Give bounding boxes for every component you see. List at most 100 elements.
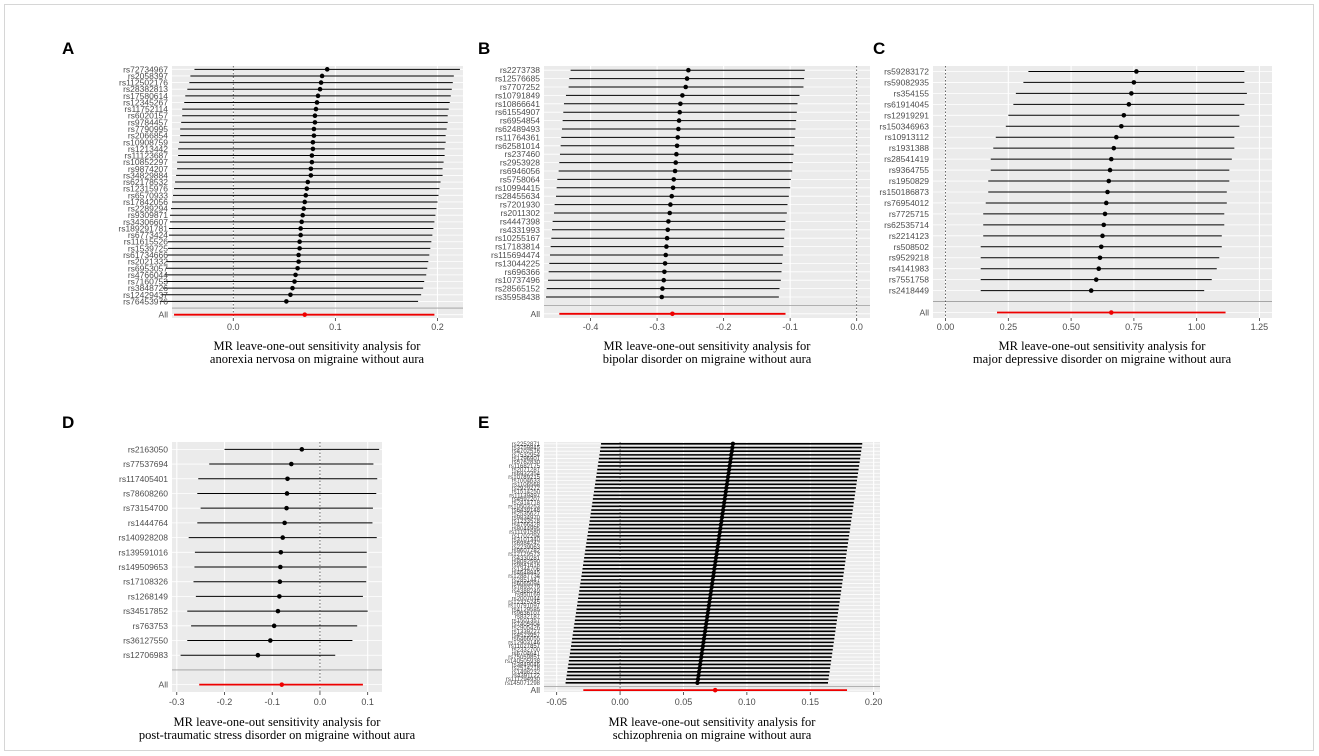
snp-label: rs11615526 — [124, 237, 169, 247]
estimate-point — [706, 603, 712, 608]
snp-label: rs7790995 — [128, 124, 168, 134]
estimate-point — [704, 618, 709, 623]
estimate-point — [1108, 156, 1114, 162]
snp-label: rs4141983 — [889, 264, 929, 274]
x-tick-label: -0.2 — [217, 697, 233, 707]
snp-label: rs7160753 — [128, 277, 168, 287]
estimate-point — [721, 504, 726, 509]
snp-label: rs10994415 — [495, 183, 540, 193]
snp-label: rs4766428 — [512, 523, 541, 529]
snp-label: rs508502 — [894, 242, 930, 252]
estimate-point — [288, 292, 293, 298]
estimate-point — [303, 193, 309, 198]
snp-label: rs62489493 — [495, 124, 540, 134]
estimate-point — [696, 673, 701, 678]
estimate-point — [728, 456, 733, 461]
snp-label: rs62178532 — [123, 177, 168, 187]
snp-label: rs1702294 — [512, 534, 541, 540]
snp-label: rs1501357 — [512, 618, 541, 624]
estimate-point — [1134, 69, 1139, 74]
x-tick-label: 0.20 — [865, 697, 883, 707]
estimate-point — [317, 86, 323, 92]
snp-label: rs9364755 — [889, 165, 929, 175]
estimate-point — [1114, 134, 1119, 140]
snp-label: rs3101340 — [512, 537, 541, 543]
x-tick-label: 0.75 — [1125, 322, 1143, 332]
estimate-point — [730, 441, 736, 447]
x-tick-label: 0.00 — [937, 322, 955, 332]
estimate-point — [278, 564, 283, 570]
estimate-point — [299, 447, 305, 452]
estimate-point — [311, 126, 317, 132]
snp-label: rs4388249 — [512, 589, 541, 595]
panel-E: Ers2252871rs3759845rs4702516rs7532954rs1… — [478, 413, 882, 742]
estimate-point — [669, 193, 675, 199]
snp-label: rs2007044 — [512, 596, 541, 602]
estimate-point — [670, 185, 676, 191]
snp-label: rs12903146 — [508, 640, 540, 646]
snp-label: rs62581014 — [495, 141, 540, 151]
snp-label: rs4592207 — [512, 497, 541, 503]
estimate-point — [705, 610, 710, 616]
snp-label: rs2066854 — [128, 131, 168, 141]
panel-A: Ars72734967rs2058397rs112502176rs2838281… — [62, 39, 463, 366]
snp-label: rs5758064 — [500, 174, 540, 184]
estimate-point — [673, 160, 679, 165]
estimate-point — [661, 277, 667, 283]
panel-caption: schizophrenia on migraine without aura — [613, 728, 812, 742]
snp-label: rs2273738 — [500, 65, 540, 75]
estimate-point — [671, 177, 677, 182]
snp-label: rs150346963 — [879, 121, 929, 131]
snp-label: rs2929272 — [512, 486, 541, 492]
estimate-point — [678, 101, 683, 107]
estimate-point — [668, 202, 673, 207]
x-tick-label: -0.1 — [264, 697, 280, 707]
x-tick-label: 0.50 — [1062, 322, 1080, 332]
estimate-point — [714, 548, 720, 553]
snp-label: rs12887734 — [508, 574, 540, 580]
snp-label: rs6704641 — [512, 651, 541, 657]
snp-label: rs12345267 — [123, 97, 168, 107]
estimate-point — [275, 608, 281, 614]
snp-label: rs7707252 — [500, 82, 540, 92]
estimate-point — [289, 461, 294, 467]
snp-label: rs9874207 — [128, 164, 168, 174]
snp-label: rs75059851 — [508, 655, 540, 661]
snp-label: rs10791097 — [508, 604, 540, 610]
snp-label: rs3849046 — [512, 662, 541, 668]
estimate-point — [318, 80, 324, 85]
estimate-point — [718, 526, 723, 531]
snp-label: rs59082935 — [884, 77, 929, 87]
snp-label: rs61914045 — [884, 99, 929, 109]
estimate-point — [290, 285, 295, 291]
snp-label: rs61554907 — [495, 107, 540, 117]
estimate-point — [666, 219, 671, 224]
estimate-point — [725, 474, 731, 480]
estimate-point — [1105, 189, 1110, 195]
snp-label: rs2905426 — [512, 626, 541, 632]
x-tick-label: -0.05 — [546, 697, 567, 707]
snp-label: rs59283172 — [884, 66, 929, 76]
snp-label: rs3848726 — [128, 283, 168, 293]
snp-label: rs11682175 — [509, 464, 541, 470]
estimate-point — [313, 106, 319, 112]
estimate-point — [711, 570, 717, 575]
estimate-point — [726, 467, 732, 472]
snp-label: rs12576685 — [495, 74, 540, 84]
snp-label: rs2071287 — [512, 468, 541, 474]
estimate-point — [302, 199, 308, 205]
x-tick-label: 1.25 — [1251, 322, 1269, 332]
snp-label: rs10255167 — [495, 233, 540, 243]
snp-label: rs2332700 — [512, 648, 541, 654]
snp-label: rs7201930 — [500, 200, 540, 210]
snp-label: rs1514250 — [512, 490, 541, 496]
figure-frame — [4, 4, 1314, 751]
estimate-point — [695, 676, 701, 682]
estimate-point — [299, 219, 304, 225]
estimate-point — [1126, 102, 1132, 107]
snp-label: rs2289294 — [128, 204, 168, 214]
estimate-point — [662, 261, 668, 266]
estimate-point — [268, 638, 273, 643]
